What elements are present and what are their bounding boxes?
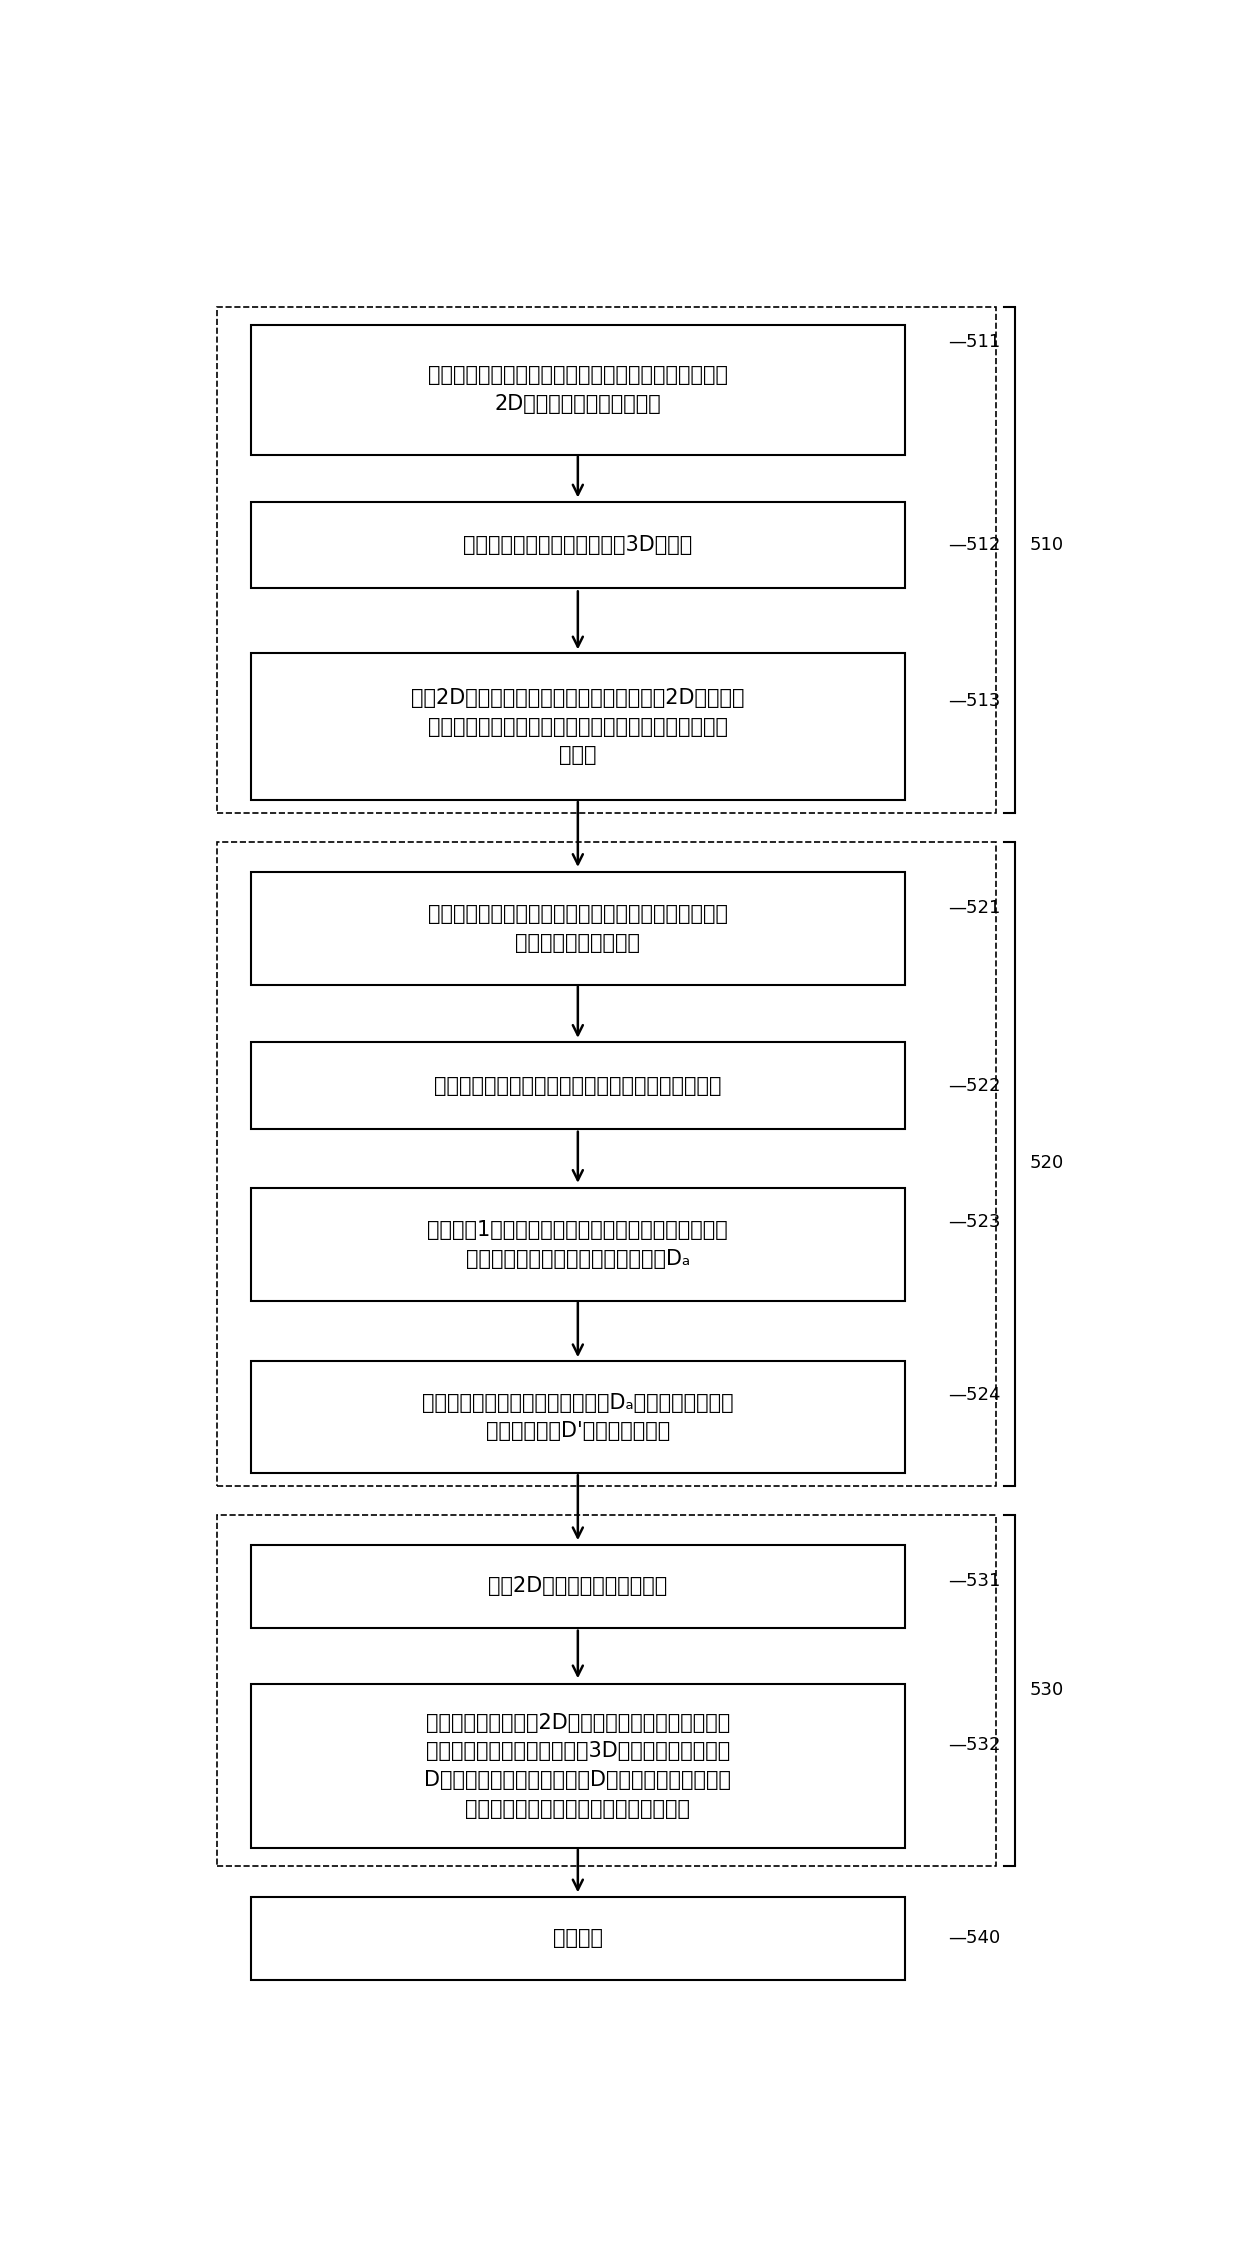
FancyBboxPatch shape [250,1043,905,1128]
FancyBboxPatch shape [250,652,905,800]
Text: —521: —521 [947,899,1001,917]
Text: 预设校正区域，优选校正区域为最大剂量点所在的区域
或者上述的感兴趣区域: 预设校正区域，优选校正区域为最大剂量点所在的区域 或者上述的感兴趣区域 [428,904,728,953]
Text: —532: —532 [947,1735,1001,1753]
Text: 510: 510 [1029,536,1064,554]
Text: —524: —524 [947,1386,1001,1403]
Bar [217,307,996,814]
Text: 利用优化算法，更改2D通量网格的初始化权重，计算
每次权重变更后感兴趣区域中3D体素中的辐射剂量和
D校，直到校正后的优化结果D优满足优化目标或者优
化次数达到: 利用优化算法，更改2D通量网格的初始化权重，计算 每次权重变更后感兴趣区域中3D… [424,1713,732,1818]
FancyBboxPatch shape [250,325,905,455]
Bar [217,1516,996,1865]
Text: 530: 530 [1029,1682,1064,1699]
Text: 设定2D通量网格中各网格的权重相等，利用2D通量网格
基于蒙特卡罗输运原理计算感兴趣区域中每个体素的辐
射剂量: 设定2D通量网格中各网格的权重相等，利用2D通量网格 基于蒙特卡罗输运原理计算感… [412,688,744,765]
FancyBboxPatch shape [250,1188,905,1300]
Text: —512: —512 [947,536,1001,554]
Text: —522: —522 [947,1076,1001,1094]
Bar [217,843,996,1486]
Text: —511: —511 [947,332,1001,350]
Text: —531: —531 [947,1572,1001,1590]
Text: 输出结果: 输出结果 [553,1928,603,1948]
FancyBboxPatch shape [250,1897,905,1980]
Text: 将步骤（1）中感兴趣区域中各体素中对应的辐射剂量
结果叠加得到校正区域中总辐射剂量Dₐ: 将步骤（1）中感兴趣区域中各体素中对应的辐射剂量 结果叠加得到校正区域中总辐射剂… [428,1220,728,1269]
FancyBboxPatch shape [250,872,905,984]
Text: —523: —523 [947,1213,1001,1231]
Text: —513: —513 [947,691,1001,711]
FancyBboxPatch shape [250,1361,905,1473]
FancyBboxPatch shape [250,1545,905,1628]
Text: 通过输出因子来校正剂量计算结果Dₐ与不经网格划分的
入射剂量相等D'，得到校正因子: 通过输出因子来校正剂量计算结果Dₐ与不经网格划分的 入射剂量相等D'，得到校正因… [422,1392,734,1442]
Text: —540: —540 [947,1930,1001,1948]
FancyBboxPatch shape [250,1684,905,1847]
Text: 将射束入射方向上的任意截面划分二维通量网格，每个
2D通量网格对应一个子射束: 将射束入射方向上的任意截面划分二维通量网格，每个 2D通量网格对应一个子射束 [428,365,728,415]
Text: 将患者或体模的三维影像进行3D网格化: 将患者或体模的三维影像进行3D网格化 [464,536,692,556]
Text: 520: 520 [1029,1155,1064,1173]
Text: 设置2D通量网格的初始化权重: 设置2D通量网格的初始化权重 [489,1576,667,1596]
FancyBboxPatch shape [250,502,905,587]
Text: 计算未经二维通量网格划分的感兴趣区域的辐射剂量: 计算未经二维通量网格划分的感兴趣区域的辐射剂量 [434,1076,722,1096]
